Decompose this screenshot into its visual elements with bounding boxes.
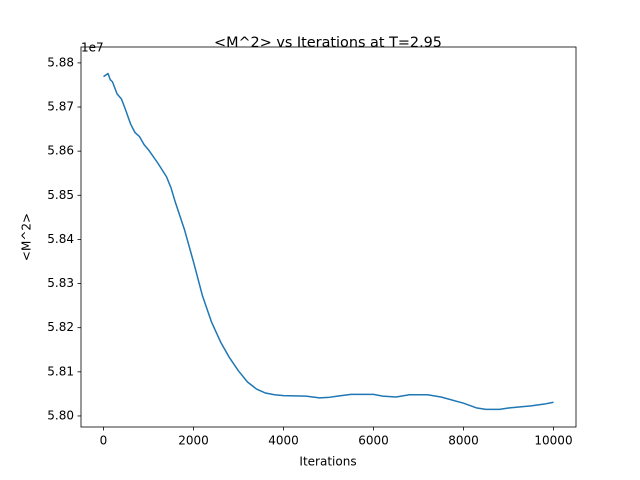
y-tick-label: 5.85 (47, 188, 74, 202)
y-tick-label: 5.83 (47, 276, 74, 290)
x-tick-label: 2000 (178, 434, 209, 448)
y-tick-label: 5.80 (47, 408, 74, 422)
x-axis-label: Iterations (299, 455, 356, 469)
data-line (103, 72, 554, 411)
chart-title: <M^2> vs Iterations at T=2.95 (214, 35, 442, 51)
y-tick-label: 5.87 (47, 100, 74, 114)
y-axis-label: <M^2> (20, 213, 34, 261)
y-tick-label: 5.86 (47, 144, 74, 158)
y-tick-label: 5.82 (47, 320, 74, 334)
x-tick-label: 0 (100, 434, 108, 448)
y-tick-label: 5.84 (47, 232, 74, 246)
y-offset-label: 1e7 (81, 41, 104, 55)
y-tick-label: 5.88 (47, 55, 74, 69)
plot-frame (80, 46, 577, 428)
x-tick-label: 8000 (448, 434, 479, 448)
x-tick-label: 6000 (358, 434, 389, 448)
x-tick-label: 4000 (268, 434, 299, 448)
x-tick-label: 10000 (534, 434, 572, 448)
y-tick-label: 5.81 (47, 364, 74, 378)
